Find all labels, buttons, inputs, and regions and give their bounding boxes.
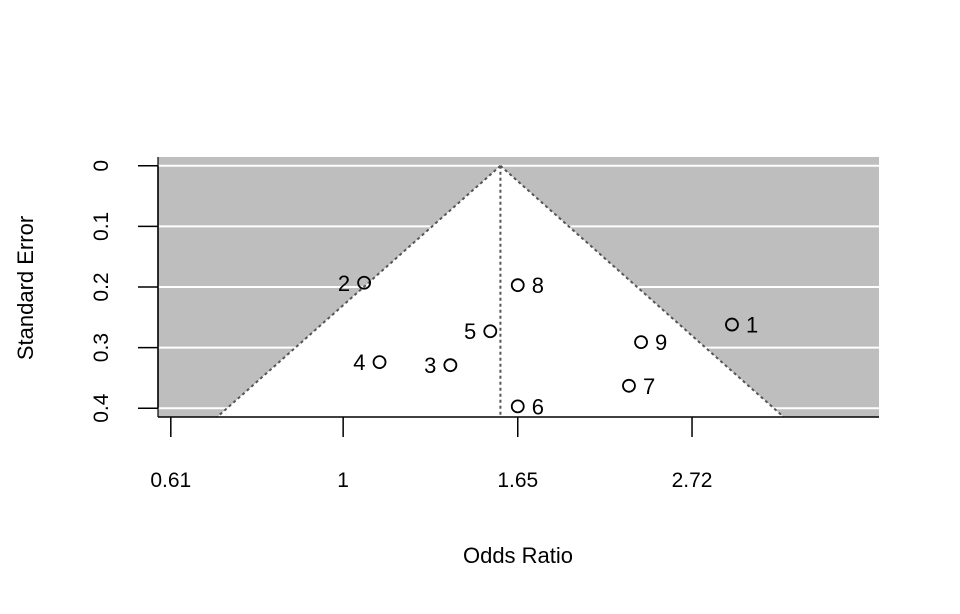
study-label: 2	[338, 271, 350, 296]
y-tick-label: 0.2	[90, 272, 113, 301]
study-point	[622, 378, 636, 393]
study-label: 3	[424, 353, 436, 378]
x-tick-label: 1	[337, 469, 349, 492]
study-point	[372, 355, 387, 370]
study-point	[725, 317, 739, 332]
funnel-interior	[217, 165, 784, 417]
y-tick-label: 0	[90, 160, 113, 172]
study-point	[443, 358, 458, 373]
study-point	[634, 335, 648, 350]
study-label: 8	[532, 273, 544, 298]
x-tick-label: 0.61	[150, 469, 191, 492]
x-tick-label: 2.72	[672, 469, 713, 492]
x-axis-title: Odds Ratio	[463, 543, 573, 568]
data-points: 1 2 3 4 5 6 7 8 9	[338, 271, 758, 420]
x-tick-label: 1.65	[497, 469, 538, 492]
study-point	[483, 324, 498, 339]
y-tick-label: 0.3	[90, 333, 113, 362]
axes: 0.61 1 1.65 2.72 0 0.1 0.2 0.3 0.4	[90, 157, 879, 492]
y-tick-label: 0.4	[90, 393, 113, 423]
study-point	[510, 399, 525, 414]
study-point	[510, 278, 525, 293]
study-label: 1	[746, 313, 758, 338]
study-label: 7	[643, 374, 655, 399]
study-label: 6	[532, 394, 544, 419]
study-label: 9	[655, 330, 667, 355]
study-label: 4	[353, 350, 365, 375]
study-point	[357, 275, 372, 290]
y-tick-label: 0.1	[90, 212, 113, 241]
y-axis-title: Standard Error	[13, 216, 38, 360]
funnel-region	[216, 165, 785, 418]
study-label: 5	[464, 319, 476, 344]
